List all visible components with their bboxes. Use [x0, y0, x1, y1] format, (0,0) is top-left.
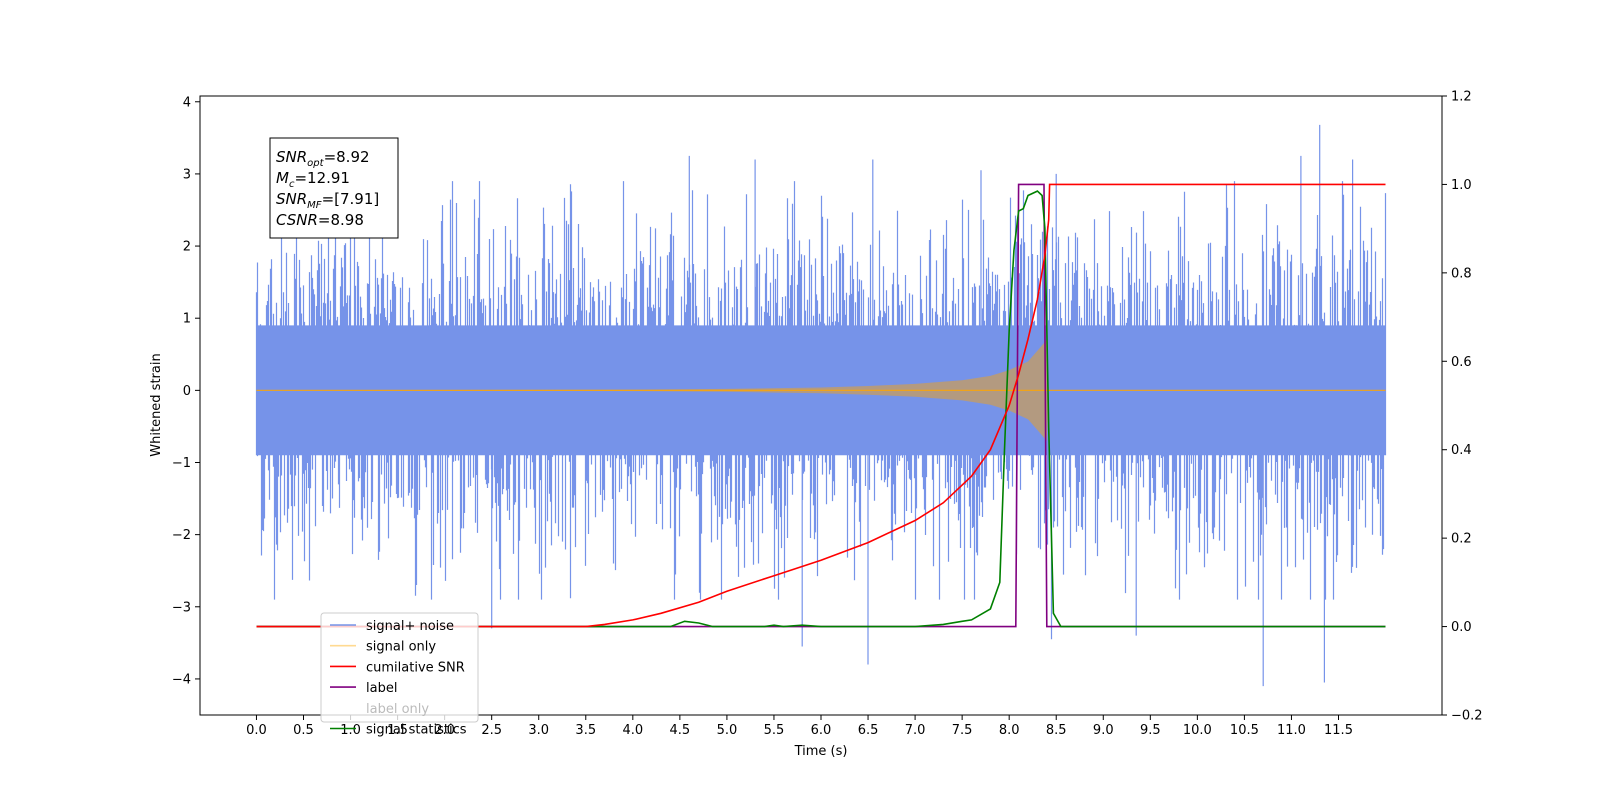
y-tick-label: 0	[183, 384, 191, 399]
y2-tick-label: 0.0	[1451, 620, 1472, 635]
y2-tick-label: 0.6	[1451, 355, 1472, 370]
x-tick-label: 3.0	[528, 723, 549, 738]
y-tick-label: −4	[172, 672, 191, 687]
x-tick-label: 5.0	[717, 723, 738, 738]
annotation-value: =12.91	[294, 169, 350, 187]
legend-label: signal+ noise	[366, 619, 454, 634]
series-signal-statistics-line	[256, 190, 1386, 628]
annotation-symbol: CSNR	[276, 211, 318, 229]
y-axis: −4 −3 −2 −1 0 1 2 3 4	[172, 95, 200, 687]
series-cumilative-snr-line	[256, 183, 1386, 628]
y2-tick-label: 1.2	[1451, 90, 1472, 105]
x-tick-label: 7.0	[905, 723, 926, 738]
legend-label: signal statistics	[366, 723, 467, 738]
x-tick-label: 1.5	[387, 723, 408, 738]
y-tick-label: 4	[183, 95, 191, 110]
y-tick-label: 2	[183, 240, 191, 255]
y2-tick-label: 0.8	[1451, 266, 1472, 281]
x-tick-label: 0.5	[293, 723, 314, 738]
annotation-line: Mc=12.91	[276, 169, 350, 190]
annotation-symbol: SNR	[276, 190, 307, 208]
legend-label: label	[366, 681, 397, 696]
y-tick-label: 3	[183, 167, 191, 182]
legend-frame	[320, 612, 479, 723]
x-tick-label: 9.0	[1093, 723, 1114, 738]
x-axis: 0.0 0.5 1.0 1.5 2.0 2.5 3.0 3.5 4.0 4.5 5.0 5.5 6.0 6…	[246, 715, 1353, 738]
x-tick-label: 3.5	[575, 723, 596, 738]
annotation-line: CSNR=8.98	[276, 211, 364, 229]
annotation-line: SNRMF=[7.91]	[276, 190, 379, 211]
x-tick-label: 11.0	[1277, 723, 1306, 738]
x-tick-label: 10.0	[1183, 723, 1212, 738]
x-tick-label: 11.5	[1324, 723, 1353, 738]
x-axis-label: Time (s)	[794, 744, 848, 759]
x-tick-label: 7.5	[952, 723, 973, 738]
annotation-line: SNRopt=8.92	[276, 148, 370, 169]
annotation-symbol: M	[276, 169, 289, 187]
x-tick-label: 4.0	[622, 723, 643, 738]
x-tick-label: 2.0	[434, 723, 455, 738]
x-tick-label: 6.0	[811, 723, 832, 738]
y-tick-label: −1	[172, 456, 191, 471]
y2-tick-label: −0.2	[1451, 709, 1483, 724]
y-axis-label: Whitened strain	[149, 353, 164, 456]
x-tick-label: 9.5	[1140, 723, 1161, 738]
annotation-value: =[7.91]	[322, 190, 380, 208]
x-tick-label: 8.5	[1046, 723, 1067, 738]
y2-tick-label: 1.0	[1451, 178, 1472, 193]
x-tick-label: 2.5	[481, 723, 502, 738]
annotation-subscript: opt	[307, 158, 324, 169]
x-tick-label: 6.5	[858, 723, 879, 738]
y2-tick-label: 0.2	[1451, 532, 1472, 547]
annotation-value: =8.98	[318, 211, 364, 229]
legend-label: cumilative SNR	[366, 660, 465, 675]
annotation-frame	[269, 137, 399, 239]
x-tick-label: 4.5	[670, 723, 691, 738]
legend: signal+ noise signal only cumilative SNR la…	[320, 612, 479, 738]
legend-label: signal only	[366, 640, 436, 655]
series-layer	[255, 124, 1387, 687]
annotation-symbol: SNR	[276, 148, 307, 166]
y2-axis: −0.2 0.0 0.2 0.4 0.6 0.8 1.0 1.2	[1442, 90, 1483, 724]
y-tick-label: −3	[172, 600, 191, 615]
x-tick-label: 10.5	[1230, 723, 1259, 738]
y-tick-label: −2	[172, 528, 191, 543]
x-tick-label: 0.0	[246, 723, 267, 738]
annotation-subscript: MF	[307, 200, 322, 211]
y2-tick-label: 0.4	[1451, 443, 1472, 458]
annotation-value: =8.92	[324, 148, 370, 166]
annotation-subscript: c	[289, 179, 295, 190]
x-tick-label: 1.0	[340, 723, 361, 738]
y-tick-label: 1	[183, 312, 191, 327]
x-tick-label: 8.0	[999, 723, 1020, 738]
x-tick-label: 5.5	[764, 723, 785, 738]
series-signal-noise-line	[255, 124, 1387, 687]
legend-label: label only	[366, 702, 429, 717]
